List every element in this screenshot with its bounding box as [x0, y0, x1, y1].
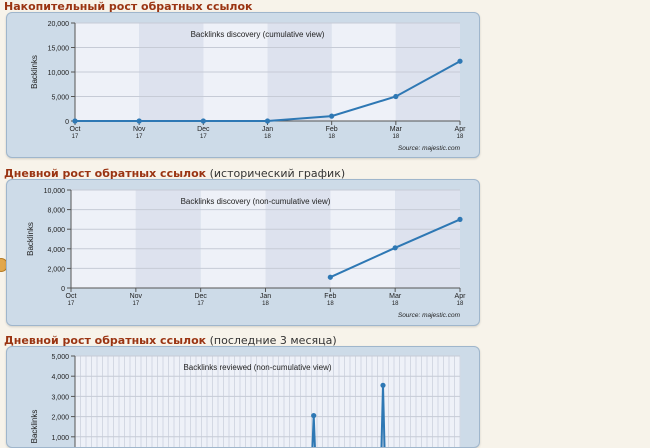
x-tick-label-month: Dec [194, 293, 207, 300]
y-axis-label: Backlinks [30, 410, 39, 444]
source-note: Source: majestic.com [398, 312, 461, 319]
x-tick-label-year: 18 [328, 134, 335, 140]
data-point [311, 412, 317, 419]
y-tick-label: 10,000 [44, 188, 66, 195]
y-tick-label: 2,000 [51, 415, 69, 422]
y-axis-label: Backlinks [26, 222, 35, 256]
data-point [264, 118, 271, 124]
y-tick-label: 5,000 [51, 95, 69, 102]
y-tick-label: 4,000 [47, 247, 65, 254]
y-axis-label: Backlinks [30, 55, 39, 89]
chart-panel-daily-history: 0 2,000 4,000 6,000 8,000 10,000 Oct 17 Nov 17 Dec… [6, 179, 480, 326]
chart-panel-cumulative: 0 5,000 10,000 15,000 20,000 Oct 17 Nov 17 Dec 17 J… [6, 12, 480, 158]
x-tick-label-year: 17 [136, 134, 143, 140]
y-tick-label: 20,000 [48, 21, 70, 28]
x-tick-label-year: 18 [327, 301, 334, 307]
section-title-rest: (последние 3 месяца) [206, 334, 337, 347]
x-tick-label-year: 17 [68, 301, 75, 307]
plot-band [200, 190, 266, 288]
x-tick-label-year: 18 [392, 301, 399, 307]
y-tick-label: 10,000 [48, 70, 70, 77]
section-title-rest: (исторический график) [206, 167, 346, 180]
data-point [136, 118, 142, 124]
plot-band [135, 190, 201, 288]
x-tick-label-month: Jan [260, 293, 271, 300]
section-title-bold: Дневной рост обратных ссылок [4, 334, 207, 347]
section-title-daily-history: Дневной рост обратных ссылок (историческ… [4, 167, 345, 180]
section-title-daily-3m: Дневной рост обратных ссылок (последние … [4, 334, 337, 347]
x-tick-label-year: 18 [392, 134, 399, 140]
chart-title: Backlinks discovery (non-cumulative view… [181, 197, 331, 206]
section-title-cumulative: Накопительный рост обратных ссылок [4, 0, 253, 13]
x-tick-label-year: 18 [262, 301, 269, 307]
data-point [393, 93, 399, 100]
y-tick-label: 3,000 [51, 394, 69, 401]
chart-title: Backlinks discovery (cumulative view) [191, 30, 325, 39]
x-tick-label-month: Nov [133, 126, 146, 133]
cumulative-chart: 05,00010,00015,00020,000Oct17Nov17Dec17J… [30, 21, 467, 152]
x-tick-label-month: Oct [66, 293, 77, 300]
y-tick-label: 0 [61, 286, 65, 293]
x-tick-label-month: Dec [197, 126, 210, 133]
y-tick-label: 5,000 [51, 354, 69, 361]
data-point [327, 274, 333, 280]
data-point [380, 382, 386, 388]
y-tick-label: 15,000 [48, 46, 70, 53]
plot-band [265, 190, 331, 288]
x-tick-label-year: 18 [457, 301, 464, 307]
daily-3m-chart: 1,000 2,000 3,000 4,000 5,000 Backlinks revie… [30, 354, 461, 447]
x-tick-label-month: Oct [70, 126, 81, 133]
section-title-bold: Накопительный рост обратных ссылок [4, 0, 253, 13]
y-tick-label: 2,000 [47, 266, 65, 273]
x-tick-label-year: 17 [197, 301, 204, 307]
x-tick-label-month: Feb [324, 293, 336, 300]
x-tick-label-year: 18 [264, 134, 271, 140]
plot-band [71, 190, 136, 288]
x-tick-label-year: 17 [132, 301, 139, 307]
source-note: Source: majestic.com [398, 145, 461, 152]
data-point [392, 245, 398, 251]
x-tick-label-month: Mar [389, 293, 402, 300]
data-point [329, 113, 335, 119]
x-tick-label-year: 17 [200, 134, 207, 140]
section-title-bold: Дневной рост обратных ссылок [4, 167, 207, 180]
x-tick-label-month: Nov [130, 293, 143, 300]
y-tick-label: 1,000 [51, 435, 69, 442]
daily-history-chart: 02,0004,0006,0008,00010,000Oct17Nov17Dec… [26, 188, 467, 319]
x-tick-label-month: Feb [326, 126, 338, 133]
chart-title: Backlinks reviewed (non-cumulative view) [183, 363, 331, 372]
y-tick-label: 0 [65, 119, 69, 126]
x-tick-label-month: Mar [390, 126, 403, 133]
x-tick-label-month: Apr [455, 126, 467, 133]
data-point [457, 58, 463, 64]
plot-band [395, 190, 460, 288]
y-tick-label: 8,000 [47, 208, 65, 215]
x-tick-label-month: Apr [455, 293, 467, 300]
x-tick-label-year: 18 [457, 134, 464, 140]
data-point [457, 216, 463, 222]
y-tick-label: 4,000 [51, 374, 69, 381]
data-point [72, 118, 78, 124]
y-tick-label: 6,000 [47, 227, 65, 234]
x-tick-label-month: Jan [262, 126, 273, 133]
x-tick-label-year: 17 [72, 134, 79, 140]
data-point [200, 118, 206, 124]
